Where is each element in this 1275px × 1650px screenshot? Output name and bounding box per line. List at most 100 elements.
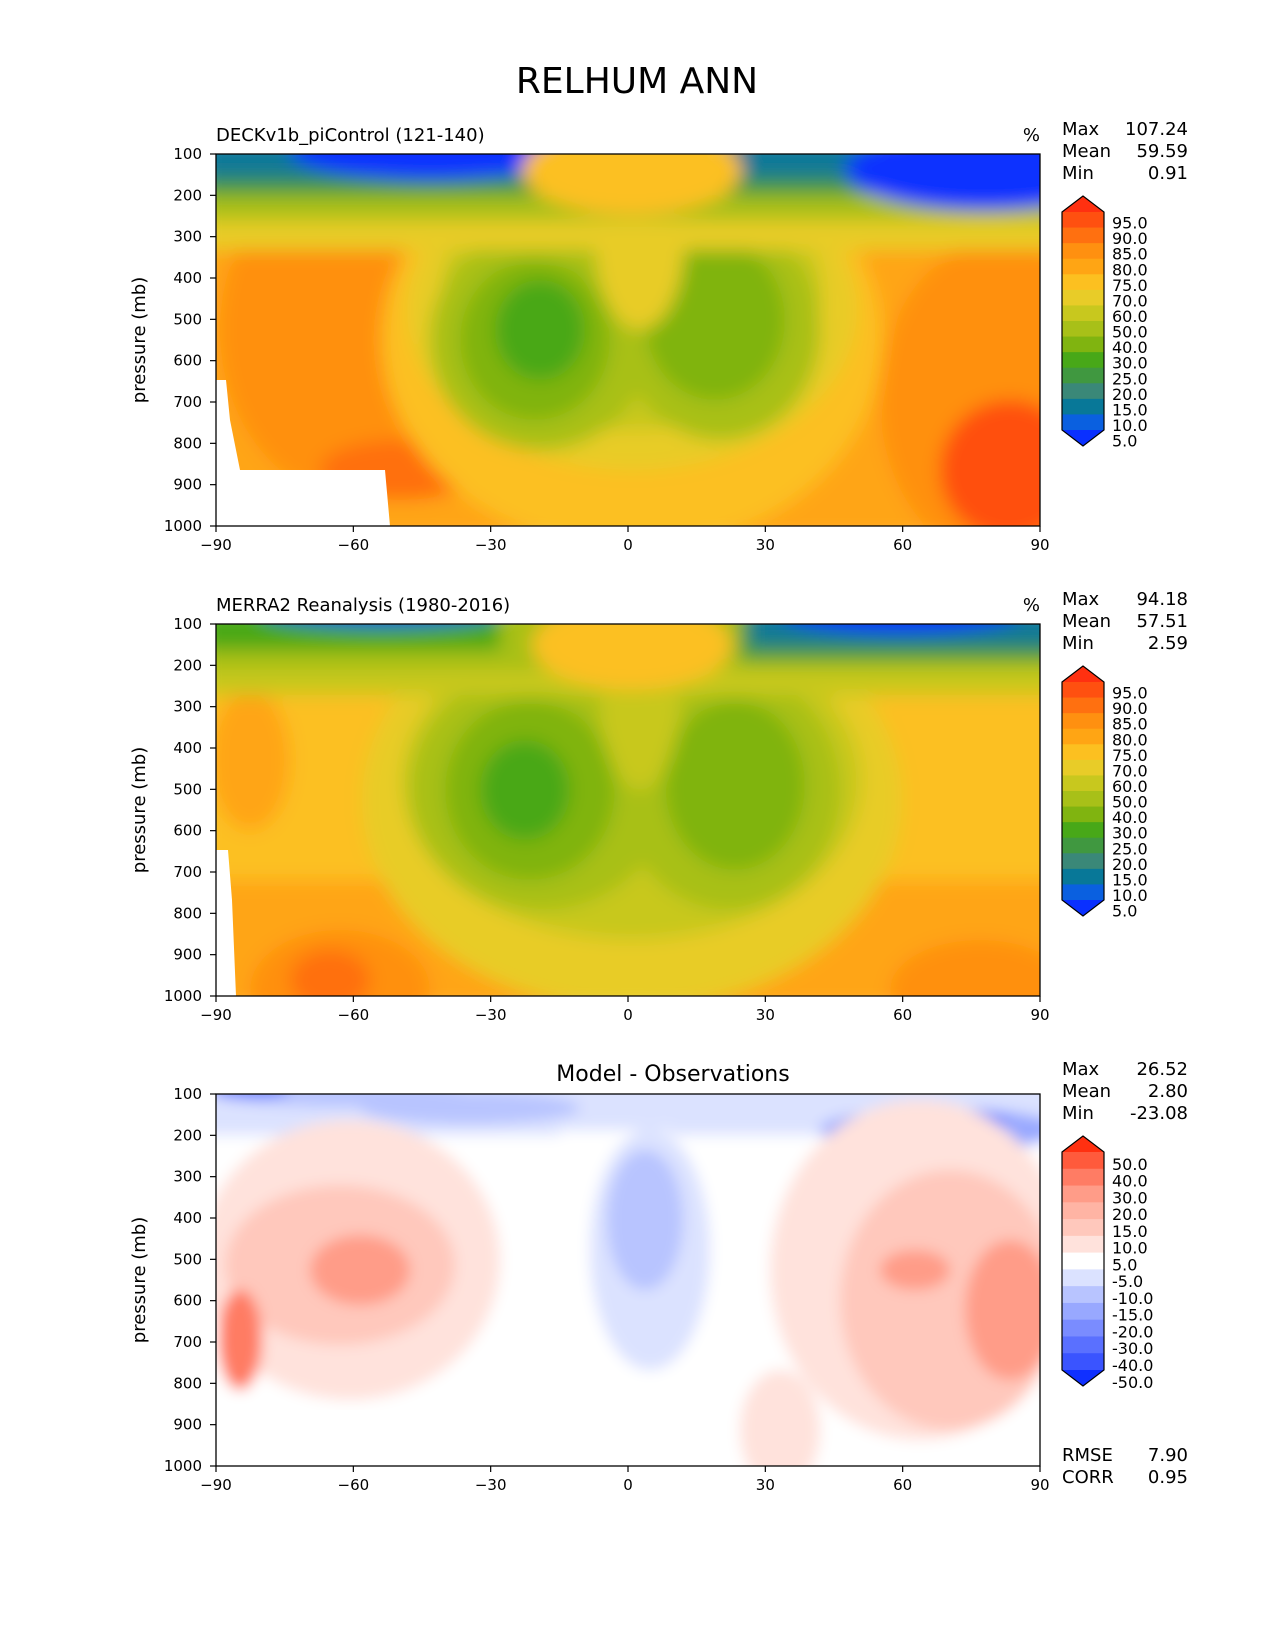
- y-tick-label: 500: [173, 780, 202, 798]
- colorbar-swatch: [1062, 822, 1104, 839]
- colorbar-label: 20.0: [1112, 1205, 1148, 1224]
- colorbar-label: -30.0: [1112, 1339, 1153, 1358]
- stat-value: 107.24: [1125, 119, 1188, 140]
- x-tick-label: −60: [338, 1006, 370, 1024]
- y-tick-label: 1000: [164, 517, 202, 535]
- contour-field-observations: [216, 624, 1040, 996]
- x-tick-label: 60: [893, 536, 912, 554]
- colorbar: 95.090.085.080.075.070.060.050.040.030.0…: [1061, 195, 1148, 451]
- stats-block: Max 107.24 Mean 59.59 Min 0.91: [1062, 119, 1188, 184]
- colorbar-label: -20.0: [1112, 1322, 1153, 1341]
- x-tick-label: 30: [756, 536, 775, 554]
- x-tick-label: 30: [756, 1006, 775, 1024]
- y-axis: 100 200 300 400 500 600 700 800 900 1000: [164, 1085, 216, 1475]
- stat-label: Max: [1062, 589, 1100, 610]
- colorbar-swatch: [1062, 1219, 1104, 1237]
- stat-value: 59.59: [1136, 141, 1188, 162]
- stat-value: 94.18: [1136, 589, 1188, 610]
- stat-label: CORR: [1062, 1467, 1114, 1488]
- colorbar-swatch: [1062, 1302, 1104, 1321]
- colorbar-label: 50.0: [1112, 1155, 1148, 1174]
- panel-difference: Model - Observations pressure (mb) 100 20…: [129, 1059, 1188, 1494]
- colorbar-swatch: [1062, 212, 1104, 229]
- colorbar-swatch: [1062, 1286, 1104, 1304]
- colorbar: 95.090.085.080.075.070.060.050.040.030.0…: [1061, 665, 1148, 921]
- stat-label: Mean: [1062, 141, 1111, 162]
- stat-value: 7.90: [1148, 1445, 1188, 1466]
- x-tick-label: 0: [623, 1006, 633, 1024]
- colorbar-swatch: [1062, 697, 1104, 714]
- x-tick-label: 90: [1030, 1476, 1049, 1494]
- colorbar-extend-max: [1062, 1136, 1104, 1152]
- colorbar-label: 90.0: [1112, 699, 1148, 718]
- y-tick-label: 900: [173, 1416, 202, 1434]
- colorbar-swatch: [1062, 352, 1104, 369]
- colorbar-label: 75.0: [1112, 746, 1148, 765]
- colorbar-swatch: [1062, 868, 1104, 885]
- panel-title: Model - Observations: [556, 1062, 789, 1087]
- y-tick-label: 600: [173, 1292, 202, 1310]
- colorbar-label: 20.0: [1112, 855, 1148, 874]
- colorbar-swatch: [1062, 713, 1104, 730]
- colorbar-swatch: [1062, 258, 1104, 275]
- stat-label: Min: [1062, 633, 1094, 654]
- colorbar-swatch: [1062, 1353, 1104, 1371]
- colorbar-swatch: [1062, 227, 1104, 244]
- x-tick-label: 30: [756, 1476, 775, 1494]
- y-tick-label: 800: [173, 904, 202, 922]
- colorbar-label: -10.0: [1112, 1289, 1153, 1308]
- colorbar-label: 50.0: [1112, 323, 1148, 342]
- colorbar-label: 10.0: [1112, 1239, 1148, 1258]
- colorbar-extend-max: [1062, 666, 1104, 682]
- stat-label: Min: [1062, 163, 1094, 184]
- y-tick-label: 800: [173, 1374, 202, 1392]
- colorbar-swatch: [1062, 682, 1104, 699]
- y-tick-label: 500: [173, 310, 202, 328]
- colorbar-swatch: [1062, 336, 1104, 353]
- colorbar-swatch: [1062, 1336, 1104, 1354]
- colorbar-label: 25.0: [1112, 839, 1148, 858]
- colorbar-label: 10.0: [1112, 886, 1148, 905]
- colorbar-label: 85.0: [1112, 715, 1148, 734]
- colorbar-label: 15.0: [1112, 1222, 1148, 1241]
- colorbar-label: 80.0: [1112, 260, 1148, 279]
- colorbar-label: 30.0: [1112, 824, 1148, 843]
- y-axis: 100 200 300 400 500 600 700 800 900 1000: [164, 145, 216, 535]
- x-tick-label: −90: [200, 1476, 232, 1494]
- colorbar-label: 5.0: [1112, 432, 1137, 451]
- panel-model: DECKv1b_piControl (121-140) % pressure (…: [129, 119, 1188, 554]
- colorbar-label: -15.0: [1112, 1306, 1153, 1325]
- colorbar-swatch: [1062, 837, 1104, 854]
- colorbar-label: 90.0: [1112, 229, 1148, 248]
- colorbar-swatch: [1062, 274, 1104, 291]
- y-tick-label: 100: [173, 145, 202, 163]
- colorbar-swatch: [1062, 414, 1104, 431]
- colorbar-swatch: [1062, 243, 1104, 260]
- colorbar-swatch: [1062, 759, 1104, 776]
- colorbar-label: 5.0: [1112, 1255, 1137, 1274]
- colorbar-swatch: [1062, 1319, 1104, 1337]
- colorbar-label: 70.0: [1112, 761, 1148, 780]
- y-tick-label: 600: [173, 352, 202, 370]
- contour-field-model: [216, 154, 1040, 526]
- colorbar-swatch: [1062, 367, 1104, 384]
- colorbar-label: -5.0: [1112, 1272, 1143, 1291]
- colorbar-swatch: [1062, 884, 1104, 901]
- y-axis-label: pressure (mb): [129, 1217, 150, 1343]
- y-axis-label: pressure (mb): [129, 747, 150, 873]
- stats-block: Max 26.52 Mean 2.80 Min -23.08 RMSE 7.90…: [1062, 1059, 1188, 1488]
- x-tick-label: 0: [623, 536, 633, 554]
- colorbar-label: 70.0: [1112, 291, 1148, 310]
- x-axis: −90 −60 −30 0 30 60 90: [200, 1466, 1050, 1494]
- colorbar-label: 40.0: [1112, 808, 1148, 827]
- colorbar-swatch: [1062, 1168, 1104, 1187]
- y-tick-label: 400: [173, 269, 202, 287]
- colorbar-swatch: [1062, 1185, 1104, 1203]
- units-label: %: [1023, 595, 1040, 616]
- y-tick-label: 600: [173, 822, 202, 840]
- x-tick-label: 90: [1030, 1006, 1049, 1024]
- colorbar-swatch: [1062, 398, 1104, 415]
- colorbar-extend-min: [1062, 900, 1104, 916]
- panel-observations: MERRA2 Reanalysis (1980-2016) % pressure…: [129, 589, 1188, 1024]
